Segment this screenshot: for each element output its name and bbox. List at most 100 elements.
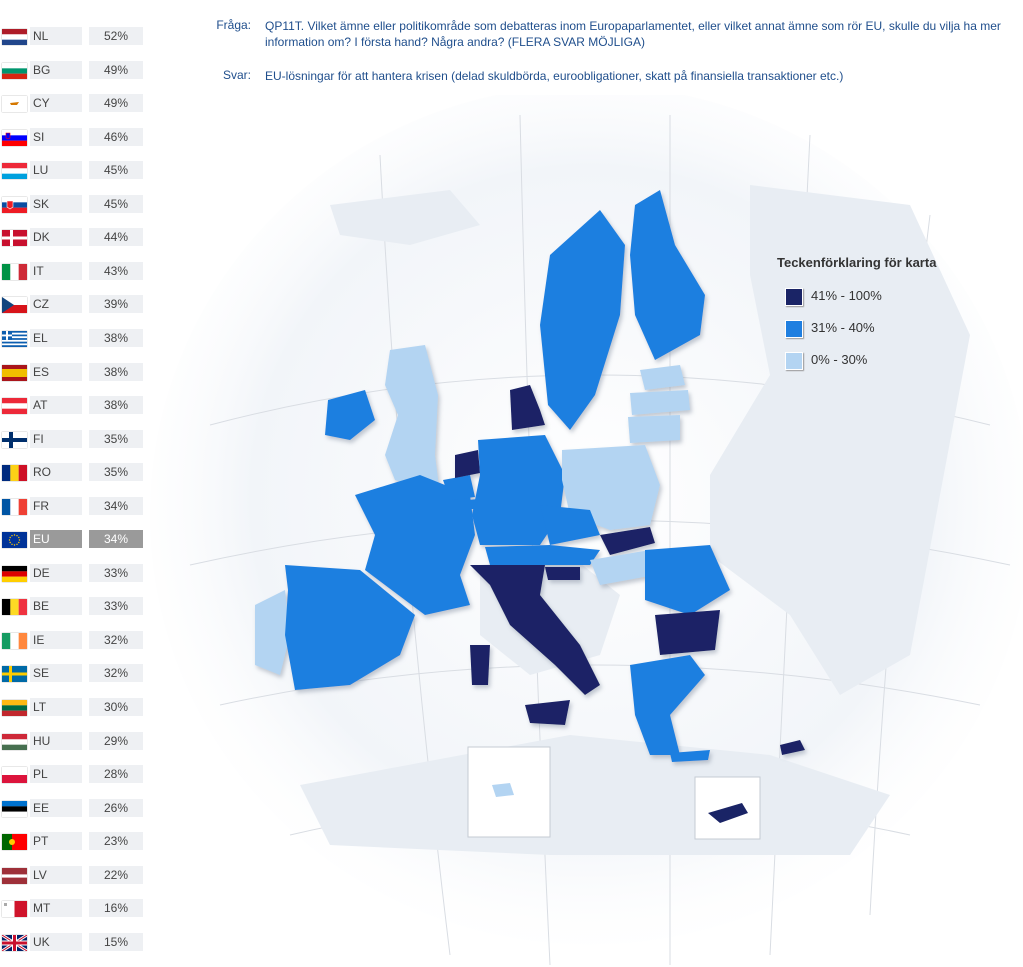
country-code: FI bbox=[30, 429, 82, 448]
region-si bbox=[545, 567, 580, 580]
region-ro bbox=[645, 545, 730, 615]
country-code: LU bbox=[30, 161, 82, 180]
region-se bbox=[540, 210, 625, 430]
country-code: CY bbox=[30, 94, 82, 113]
it-flag-icon bbox=[2, 263, 27, 280]
region-hu bbox=[590, 550, 655, 585]
lu-flag-icon bbox=[2, 163, 27, 180]
region-bg bbox=[655, 610, 720, 655]
ranking-row-el: EL 38% bbox=[0, 326, 145, 350]
country-value: 34% bbox=[89, 496, 143, 515]
country-code: IE bbox=[30, 630, 82, 649]
country-value: 28% bbox=[89, 765, 143, 784]
region-it bbox=[470, 565, 600, 695]
dk-flag-icon bbox=[2, 230, 27, 247]
country-code: SK bbox=[30, 194, 82, 213]
country-value: 30% bbox=[89, 698, 143, 716]
country-code: UK bbox=[30, 932, 82, 951]
question-line: Fråga: QP11T. Vilket ämne eller politiko… bbox=[205, 18, 1020, 54]
region-lt bbox=[628, 415, 680, 443]
region-sk bbox=[600, 527, 655, 555]
country-value: 29% bbox=[89, 731, 143, 750]
country-value: 15% bbox=[89, 932, 143, 951]
region-el bbox=[630, 655, 705, 755]
ranking-row-se: SE 32% bbox=[0, 661, 145, 685]
ranking-row-dk: DK 44% bbox=[0, 225, 145, 249]
region-it-sicily bbox=[525, 700, 570, 725]
inset-boxes bbox=[467, 746, 761, 840]
legend-label-mid: 31% - 40% bbox=[811, 320, 875, 335]
region-ee bbox=[640, 365, 685, 390]
ranking-row-ro: RO 35% bbox=[0, 460, 145, 484]
region-dk bbox=[510, 385, 545, 430]
mt-flag-icon bbox=[2, 901, 27, 918]
pl-flag-icon bbox=[2, 767, 27, 784]
region-pl bbox=[562, 445, 660, 530]
country-code: PL bbox=[30, 765, 82, 784]
region-de bbox=[472, 435, 565, 545]
country-code: BG bbox=[30, 60, 82, 79]
ranking-row-eu: EU 34% bbox=[0, 527, 145, 551]
ee-flag-icon bbox=[2, 800, 27, 817]
country-code: PT bbox=[30, 832, 82, 851]
region-fr bbox=[355, 475, 475, 615]
region-nl bbox=[455, 450, 480, 478]
country-code: AT bbox=[30, 396, 82, 415]
ranking-row-nl: NL 52% bbox=[0, 24, 145, 48]
ranking-row-cy: CY 49% bbox=[0, 91, 145, 115]
country-code: SE bbox=[30, 664, 82, 683]
ranking-row-si: SI 46% bbox=[0, 125, 145, 149]
country-code: DE bbox=[30, 563, 82, 582]
country-value: 39% bbox=[89, 295, 143, 314]
legend-item-high: 41% - 100% bbox=[777, 278, 1017, 310]
region-ie bbox=[325, 390, 375, 440]
ranking-row-fr: FR 34% bbox=[0, 494, 145, 518]
answer-line: Svar: EU-lösningar för att hantera krise… bbox=[205, 68, 1020, 86]
at-flag-icon bbox=[2, 398, 27, 415]
ranking-row-lu: LU 45% bbox=[0, 158, 145, 182]
be-flag-icon bbox=[2, 599, 27, 616]
country-value: 52% bbox=[89, 27, 143, 45]
country-value: 16% bbox=[89, 899, 143, 918]
country-value: 44% bbox=[89, 228, 143, 247]
ranking-row-lt: LT 30% bbox=[0, 695, 145, 719]
region-at bbox=[485, 545, 600, 565]
country-value: 34% bbox=[89, 530, 143, 549]
ranking-row-mt: MT 16% bbox=[0, 896, 145, 920]
country-code: SI bbox=[30, 127, 82, 146]
region-fi bbox=[630, 190, 705, 360]
ranking-row-sk: SK 45% bbox=[0, 192, 145, 216]
country-code: BE bbox=[30, 597, 82, 616]
country-value: 45% bbox=[89, 194, 143, 213]
region-pt bbox=[255, 590, 290, 675]
question-text: QP11T. Vilket ämne eller politikområde s… bbox=[265, 19, 1001, 49]
uk-flag-icon bbox=[2, 934, 27, 951]
country-value: 22% bbox=[89, 865, 143, 884]
country-code: ES bbox=[30, 362, 82, 381]
ranking-row-hu: HU 29% bbox=[0, 729, 145, 753]
ranking-row-lv: LV 22% bbox=[0, 863, 145, 887]
ranking-row-cz: CZ 39% bbox=[0, 292, 145, 316]
country-code: MT bbox=[30, 899, 82, 918]
legend-item-low: 0% - 30% bbox=[777, 342, 1017, 374]
europe-choropleth-map bbox=[150, 95, 1023, 966]
map-legend: Teckenförklaring för karta 41% - 100% 31… bbox=[777, 255, 1017, 374]
region-cz bbox=[540, 505, 600, 545]
country-value: 38% bbox=[89, 396, 143, 415]
lv-flag-icon bbox=[2, 867, 27, 884]
question-label: Fråga: bbox=[216, 18, 251, 32]
eu-countries bbox=[255, 190, 805, 762]
country-code: DK bbox=[30, 228, 82, 247]
country-code: FR bbox=[30, 496, 82, 515]
country-value: 33% bbox=[89, 597, 143, 616]
country-value: 32% bbox=[89, 630, 143, 649]
country-code: RO bbox=[30, 463, 82, 482]
pt-flag-icon bbox=[2, 834, 27, 851]
region-el-crete bbox=[670, 750, 710, 762]
legend-swatch-low bbox=[785, 352, 803, 370]
country-code: CZ bbox=[30, 295, 82, 314]
country-value: 38% bbox=[89, 328, 143, 347]
bg-flag-icon bbox=[2, 62, 27, 79]
answer-text: EU-lösningar för att hantera krisen (del… bbox=[265, 69, 844, 83]
country-code: EL bbox=[30, 328, 82, 347]
